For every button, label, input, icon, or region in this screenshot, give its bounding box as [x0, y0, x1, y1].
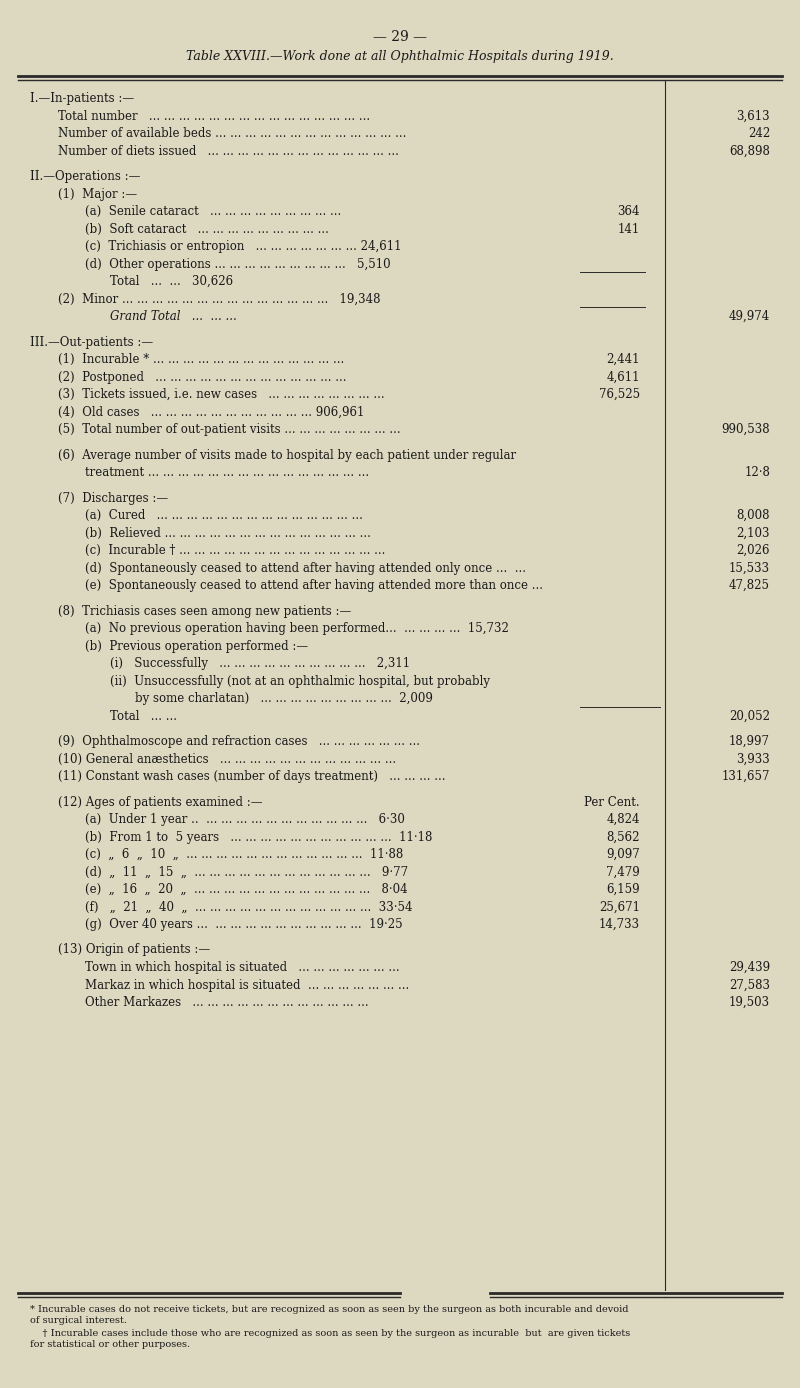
Text: 68,898: 68,898: [729, 144, 770, 157]
Text: 242: 242: [748, 126, 770, 140]
Text: 49,974: 49,974: [729, 310, 770, 323]
Text: Number of available beds ... ... ... ... ... ... ... ... ... ... ... ... ...: Number of available beds ... ... ... ...…: [58, 126, 406, 140]
Text: 3,933: 3,933: [736, 752, 770, 766]
Text: Total   ... ...: Total ... ...: [110, 709, 177, 723]
Text: 9,097: 9,097: [606, 848, 640, 861]
Text: (b)  From 1 to  5 years   ... ... ... ... ... ... ... ... ... ... ...  11·18: (b) From 1 to 5 years ... ... ... ... ..…: [85, 830, 432, 844]
Text: Markaz in which hospital is situated  ... ... ... ... ... ... ...: Markaz in which hospital is situated ...…: [85, 979, 410, 991]
Text: 364: 364: [618, 205, 640, 218]
Text: (10) General anæsthetics   ... ... ... ... ... ... ... ... ... ... ... ...: (10) General anæsthetics ... ... ... ...…: [58, 752, 396, 766]
Text: 25,671: 25,671: [599, 901, 640, 913]
Text: 990,538: 990,538: [722, 423, 770, 436]
Text: treatment ... ... ... ... ... ... ... ... ... ... ... ... ... ... ...: treatment ... ... ... ... ... ... ... ..…: [85, 466, 369, 479]
Text: (b)  Soft cataract   ... ... ... ... ... ... ... ... ...: (b) Soft cataract ... ... ... ... ... ..…: [85, 222, 329, 236]
Text: Number of diets issued   ... ... ... ... ... ... ... ... ... ... ... ... ...: Number of diets issued ... ... ... ... .…: [58, 144, 399, 157]
Text: 3,613: 3,613: [736, 110, 770, 122]
Text: I.—In-patients :—: I.—In-patients :—: [30, 92, 134, 105]
Text: 141: 141: [618, 222, 640, 236]
Text: 29,439: 29,439: [729, 960, 770, 974]
Text: 7,479: 7,479: [606, 866, 640, 879]
Text: (e)  „  16  „  20  „  ... ... ... ... ... ... ... ... ... ... ... ...   8·04: (e) „ 16 „ 20 „ ... ... ... ... ... ... …: [85, 883, 408, 897]
Text: 15,533: 15,533: [729, 562, 770, 575]
Text: 19,503: 19,503: [729, 997, 770, 1009]
Text: III.—Out-patients :—: III.—Out-patients :—: [30, 336, 153, 348]
Text: Total number   ... ... ... ... ... ... ... ... ... ... ... ... ... ... ...: Total number ... ... ... ... ... ... ...…: [58, 110, 370, 122]
Text: (b)  Relieved ... ... ... ... ... ... ... ... ... ... ... ... ... ...: (b) Relieved ... ... ... ... ... ... ...…: [85, 526, 371, 540]
Text: (i)   Successfully   ... ... ... ... ... ... ... ... ... ...   2,311: (i) Successfully ... ... ... ... ... ...…: [110, 657, 410, 670]
Text: (f)   „  21  „  40  „  ... ... ... ... ... ... ... ... ... ... ... ...  33·54: (f) „ 21 „ 40 „ ... ... ... ... ... ... …: [85, 901, 413, 913]
Text: for statistical or other purposes.: for statistical or other purposes.: [30, 1339, 190, 1349]
Text: (1)  Major :—: (1) Major :—: [58, 187, 137, 200]
Text: (a)  Senile cataract   ... ... ... ... ... ... ... ... ...: (a) Senile cataract ... ... ... ... ... …: [85, 205, 342, 218]
Text: of surgical interest.: of surgical interest.: [30, 1316, 127, 1326]
Text: 14,733: 14,733: [599, 917, 640, 931]
Text: (2)  Postponed   ... ... ... ... ... ... ... ... ... ... ... ... ...: (2) Postponed ... ... ... ... ... ... ..…: [58, 371, 346, 383]
Text: (c)  Trichiasis or entropion   ... ... ... ... ... ... ... 24,611: (c) Trichiasis or entropion ... ... ... …: [85, 240, 402, 253]
Text: Grand Total   ...  ... ...: Grand Total ... ... ...: [110, 310, 237, 323]
Text: 76,525: 76,525: [599, 389, 640, 401]
Text: (c)  Incurable † ... ... ... ... ... ... ... ... ... ... ... ... ... ...: (c) Incurable † ... ... ... ... ... ... …: [85, 544, 386, 557]
Text: (2)  Minor ... ... ... ... ... ... ... ... ... ... ... ... ... ...   19,348: (2) Minor ... ... ... ... ... ... ... ..…: [58, 293, 381, 305]
Text: 2,026: 2,026: [737, 544, 770, 557]
Text: † Incurable cases include those who are recognized as soon as seen by the surgeo: † Incurable cases include those who are …: [30, 1328, 630, 1338]
Text: * Incurable cases do not receive tickets, but are recognized as soon as seen by : * Incurable cases do not receive tickets…: [30, 1305, 629, 1314]
Text: (b)  Previous operation performed :—: (b) Previous operation performed :—: [85, 640, 308, 652]
Text: (a)  Under 1 year ..  ... ... ... ... ... ... ... ... ... ... ...   6·30: (a) Under 1 year .. ... ... ... ... ... …: [85, 813, 405, 826]
Text: (8)  Trichiasis cases seen among new patients :—: (8) Trichiasis cases seen among new pati…: [58, 605, 351, 618]
Text: (6)  Average number of visits made to hospital by each patient under regular: (6) Average number of visits made to hos…: [58, 448, 516, 461]
Text: (11) Constant wash cases (number of days treatment)   ... ... ... ...: (11) Constant wash cases (number of days…: [58, 770, 446, 783]
Text: (d)  „  11  „  15  „  ... ... ... ... ... ... ... ... ... ... ... ...   9·77: (d) „ 11 „ 15 „ ... ... ... ... ... ... …: [85, 866, 408, 879]
Text: (9)  Ophthalmoscope and refraction cases   ... ... ... ... ... ... ...: (9) Ophthalmoscope and refraction cases …: [58, 736, 420, 748]
Text: 4,611: 4,611: [606, 371, 640, 383]
Text: 47,825: 47,825: [729, 579, 770, 593]
Text: 12·8: 12·8: [744, 466, 770, 479]
Text: (d)  Spontaneously ceased to attend after having attended only once ...  ...: (d) Spontaneously ceased to attend after…: [85, 562, 526, 575]
Text: 131,657: 131,657: [722, 770, 770, 783]
Text: 4,824: 4,824: [606, 813, 640, 826]
Text: 8,008: 8,008: [737, 509, 770, 522]
Text: II.—Operations :—: II.—Operations :—: [30, 169, 140, 183]
Text: (1)  Incurable * ... ... ... ... ... ... ... ... ... ... ... ... ...: (1) Incurable * ... ... ... ... ... ... …: [58, 353, 344, 366]
Text: 6,159: 6,159: [606, 883, 640, 897]
Text: 2,441: 2,441: [606, 353, 640, 366]
Text: by some charlatan)   ... ... ... ... ... ... ... ... ...  2,009: by some charlatan) ... ... ... ... ... .…: [135, 693, 433, 705]
Text: Total   ...  ...   30,626: Total ... ... 30,626: [110, 275, 233, 287]
Text: (d)  Other operations ... ... ... ... ... ... ... ... ...   5,510: (d) Other operations ... ... ... ... ...…: [85, 258, 390, 271]
Text: (4)  Old cases   ... ... ... ... ... ... ... ... ... ... ... 906,961: (4) Old cases ... ... ... ... ... ... ..…: [58, 405, 364, 419]
Text: 27,583: 27,583: [729, 979, 770, 991]
Text: Per Cent.: Per Cent.: [584, 795, 640, 808]
Text: Table XXVIII.—Work done at all Ophthalmic Hospitals during 1919.: Table XXVIII.—Work done at all Ophthalmi…: [186, 50, 614, 62]
Text: (c)  „  6  „  10  „  ... ... ... ... ... ... ... ... ... ... ... ...  11·88: (c) „ 6 „ 10 „ ... ... ... ... ... ... .…: [85, 848, 403, 861]
Text: (e)  Spontaneously ceased to attend after having attended more than once ...: (e) Spontaneously ceased to attend after…: [85, 579, 543, 593]
Text: (5)  Total number of out-patient visits ... ... ... ... ... ... ... ...: (5) Total number of out-patient visits .…: [58, 423, 401, 436]
Text: (a)  Cured   ... ... ... ... ... ... ... ... ... ... ... ... ... ...: (a) Cured ... ... ... ... ... ... ... ..…: [85, 509, 363, 522]
Text: 2,103: 2,103: [737, 526, 770, 540]
Text: (g)  Over 40 years ...  ... ... ... ... ... ... ... ... ... ...  19·25: (g) Over 40 years ... ... ... ... ... ..…: [85, 917, 402, 931]
Text: (ii)  Unsuccessfully (not at an ophthalmic hospital, but probably: (ii) Unsuccessfully (not at an ophthalmi…: [110, 675, 490, 687]
Text: 18,997: 18,997: [729, 736, 770, 748]
Text: Town in which hospital is situated   ... ... ... ... ... ... ...: Town in which hospital is situated ... .…: [85, 960, 400, 974]
Text: (a)  No previous operation having been performed...  ... ... ... ...  15,732: (a) No previous operation having been pe…: [85, 622, 509, 634]
Text: (13) Origin of patients :—: (13) Origin of patients :—: [58, 944, 210, 956]
Text: Other Markazes   ... ... ... ... ... ... ... ... ... ... ... ...: Other Markazes ... ... ... ... ... ... .…: [85, 997, 369, 1009]
Text: — 29 —: — 29 —: [373, 31, 427, 44]
Text: 20,052: 20,052: [729, 709, 770, 723]
Text: (3)  Tickets issued, i.e. new cases   ... ... ... ... ... ... ... ...: (3) Tickets issued, i.e. new cases ... .…: [58, 389, 385, 401]
Text: 8,562: 8,562: [606, 830, 640, 844]
Text: (7)  Discharges :—: (7) Discharges :—: [58, 491, 168, 504]
Text: (12) Ages of patients examined :—: (12) Ages of patients examined :—: [58, 795, 262, 808]
